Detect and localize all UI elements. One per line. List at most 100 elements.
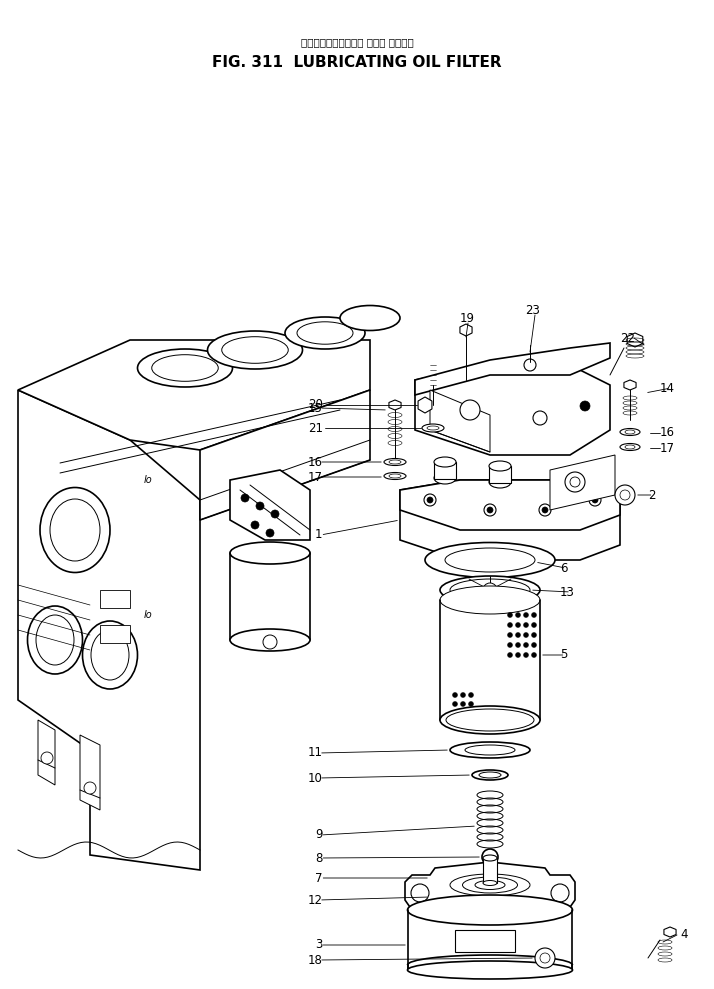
- Circle shape: [540, 953, 550, 963]
- Circle shape: [508, 622, 513, 627]
- Ellipse shape: [285, 317, 365, 349]
- Ellipse shape: [472, 770, 508, 780]
- Circle shape: [516, 612, 521, 617]
- Ellipse shape: [483, 855, 497, 861]
- Text: 16: 16: [308, 456, 323, 469]
- Text: 10: 10: [308, 771, 323, 784]
- Circle shape: [271, 510, 279, 518]
- Circle shape: [508, 633, 513, 638]
- Bar: [489, 466, 511, 483]
- Ellipse shape: [440, 706, 540, 734]
- Polygon shape: [230, 470, 310, 540]
- Polygon shape: [38, 720, 55, 785]
- Ellipse shape: [483, 880, 497, 885]
- Text: 5: 5: [560, 649, 568, 662]
- Text: 23: 23: [525, 304, 540, 316]
- Circle shape: [539, 504, 551, 516]
- Ellipse shape: [297, 321, 353, 344]
- Polygon shape: [400, 480, 620, 560]
- Ellipse shape: [479, 772, 501, 778]
- Circle shape: [542, 507, 548, 513]
- Circle shape: [523, 653, 528, 658]
- Ellipse shape: [440, 586, 540, 614]
- Circle shape: [461, 692, 466, 697]
- Ellipse shape: [489, 461, 511, 471]
- Ellipse shape: [434, 457, 456, 467]
- Polygon shape: [415, 365, 610, 455]
- Text: 16: 16: [660, 426, 675, 439]
- Bar: [434, 462, 456, 479]
- Polygon shape: [627, 333, 643, 347]
- Polygon shape: [550, 455, 615, 510]
- Circle shape: [411, 884, 429, 902]
- Circle shape: [84, 782, 96, 794]
- Text: 17: 17: [660, 441, 675, 455]
- Circle shape: [461, 710, 466, 715]
- Ellipse shape: [222, 336, 288, 363]
- Text: 4: 4: [680, 929, 688, 942]
- Circle shape: [516, 633, 521, 638]
- Circle shape: [531, 653, 536, 658]
- Circle shape: [531, 622, 536, 627]
- Text: 12: 12: [308, 893, 323, 907]
- Polygon shape: [415, 343, 610, 395]
- Ellipse shape: [463, 877, 518, 893]
- Ellipse shape: [340, 306, 400, 330]
- Ellipse shape: [36, 615, 74, 665]
- Circle shape: [580, 401, 590, 411]
- Circle shape: [453, 692, 458, 697]
- Text: 17: 17: [308, 471, 323, 484]
- Text: 6: 6: [560, 562, 568, 575]
- Ellipse shape: [620, 428, 640, 435]
- Polygon shape: [80, 735, 100, 810]
- Circle shape: [508, 612, 513, 617]
- Circle shape: [487, 507, 493, 513]
- Ellipse shape: [465, 745, 515, 755]
- Circle shape: [468, 701, 473, 706]
- Ellipse shape: [230, 629, 310, 651]
- Circle shape: [516, 653, 521, 658]
- Ellipse shape: [230, 542, 310, 564]
- Circle shape: [424, 494, 436, 506]
- Ellipse shape: [422, 424, 444, 432]
- Circle shape: [482, 849, 498, 865]
- Ellipse shape: [91, 630, 129, 680]
- Ellipse shape: [450, 579, 530, 601]
- Ellipse shape: [445, 548, 535, 572]
- Text: ルーブリケーティング オイル フィルタ: ルーブリケーティング オイル フィルタ: [301, 37, 413, 47]
- Ellipse shape: [440, 576, 540, 604]
- Ellipse shape: [384, 459, 406, 466]
- Ellipse shape: [450, 742, 530, 758]
- Text: 13: 13: [560, 585, 575, 598]
- Ellipse shape: [50, 499, 100, 561]
- Circle shape: [531, 633, 536, 638]
- Ellipse shape: [389, 460, 401, 464]
- Circle shape: [483, 583, 497, 597]
- Circle shape: [266, 529, 274, 537]
- Circle shape: [531, 643, 536, 648]
- Circle shape: [453, 701, 458, 706]
- Circle shape: [460, 400, 480, 420]
- Ellipse shape: [384, 473, 406, 480]
- Ellipse shape: [152, 355, 218, 382]
- Ellipse shape: [408, 961, 573, 979]
- Text: 8: 8: [315, 852, 323, 864]
- Circle shape: [484, 504, 496, 516]
- Circle shape: [589, 494, 601, 506]
- Ellipse shape: [208, 331, 303, 369]
- Polygon shape: [200, 390, 370, 520]
- Text: 21: 21: [308, 421, 323, 434]
- Bar: [483, 858, 497, 883]
- Ellipse shape: [625, 445, 635, 449]
- Circle shape: [461, 701, 466, 706]
- Ellipse shape: [450, 874, 530, 896]
- Circle shape: [468, 692, 473, 697]
- Polygon shape: [18, 340, 370, 450]
- Circle shape: [531, 612, 536, 617]
- Circle shape: [241, 494, 249, 502]
- Circle shape: [620, 490, 630, 500]
- Circle shape: [427, 497, 433, 503]
- Circle shape: [263, 635, 277, 649]
- Text: 3: 3: [315, 939, 323, 951]
- Polygon shape: [460, 324, 472, 336]
